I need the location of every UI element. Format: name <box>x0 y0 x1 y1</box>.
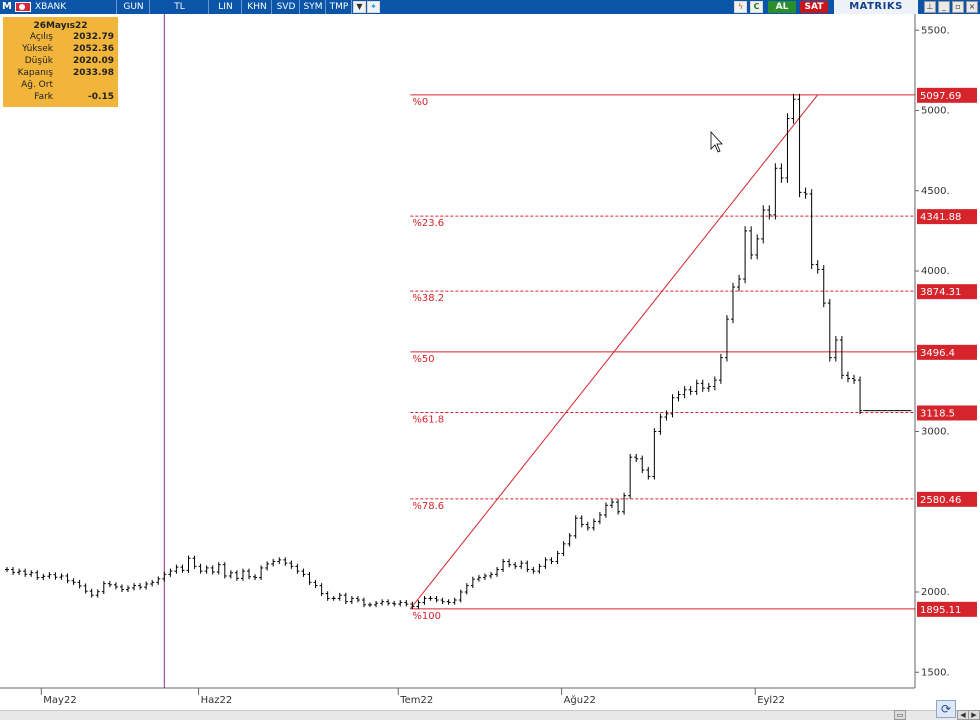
triangle-down-icon[interactable]: ▼ <box>353 1 366 13</box>
info-row-change: Fark -0.15 <box>3 92 118 104</box>
fib-value-box <box>917 209 977 225</box>
currency-button[interactable]: TL <box>151 0 209 14</box>
y-tick-label: 4500. <box>921 186 950 197</box>
info-label: Açılış <box>29 32 53 42</box>
fib-level-label: %50 <box>412 354 434 365</box>
info-label: Düşük <box>24 56 53 66</box>
fib-value-box <box>917 87 977 103</box>
scroll-right-icon[interactable]: ▶ <box>968 710 980 720</box>
minimize-icon[interactable]: _ <box>938 1 950 13</box>
fib-value-label: 1895.11 <box>920 605 961 616</box>
fib-level-label: %23.6 <box>412 218 444 229</box>
horizontal-scrollbar[interactable] <box>0 710 980 720</box>
info-value: 2032.79 <box>73 32 114 42</box>
fib-level-label: %61.8 <box>412 414 444 425</box>
fib-value-box <box>917 344 977 360</box>
lightning-icon[interactable]: ϟ <box>734 1 747 13</box>
fib-value-label: 2580.46 <box>920 495 961 506</box>
buy-button[interactable]: AL <box>768 1 796 13</box>
x-tick-label: Ağu22 <box>564 694 596 706</box>
fib-value-box <box>917 405 977 421</box>
info-date: 26Mayıs22 <box>33 21 88 31</box>
fib-value-label: 5097.69 <box>920 91 961 102</box>
info-row-high: Yüksek 2052.36 <box>3 44 118 56</box>
close-icon[interactable]: × <box>966 1 978 13</box>
sell-button[interactable]: SAT <box>800 1 828 13</box>
fib-value-label: 3874.31 <box>920 287 961 298</box>
turkey-flag-icon <box>15 2 31 12</box>
brand-logo: MATRIKS <box>834 0 918 14</box>
y-tick-label: 2000. <box>921 587 950 598</box>
fib-level-label: %100 <box>412 611 441 622</box>
info-value: -0.15 <box>88 92 114 102</box>
mouse-cursor-icon <box>710 130 723 153</box>
fib-value-box <box>917 284 977 300</box>
scale-button[interactable]: LIN <box>210 0 242 14</box>
fib-level-label: %78.6 <box>412 501 444 512</box>
fib-level-label: %38.2 <box>412 293 444 304</box>
info-value: 2052.36 <box>73 44 114 54</box>
scroll-handle[interactable]: ▭ <box>894 710 906 720</box>
info-box: 26Mayıs22 Açılış 2032.79 Yüksek 2052.36 … <box>3 17 118 107</box>
fib-value-box <box>917 491 977 507</box>
period-button[interactable]: GUN <box>118 0 150 14</box>
toolbar: M XBANK GUN TL LIN KHN SVD SYM TMP ▼ ✦ ϟ… <box>0 0 980 14</box>
y-tick-label: 5500. <box>921 25 950 36</box>
x-tick-label: Tem22 <box>399 695 433 706</box>
info-value: 2020.09 <box>73 56 114 66</box>
svd-button[interactable]: SVD <box>273 0 300 14</box>
y-tick-label: 1500. <box>921 667 950 678</box>
tmp-button[interactable]: TMP <box>327 0 352 14</box>
fib-value-label: 4341.88 <box>920 212 961 223</box>
refresh-icon[interactable]: ⟳ <box>936 700 956 718</box>
fib-trend-line <box>409 94 819 610</box>
x-tick-label: May22 <box>43 695 76 706</box>
y-tick-label: 3000. <box>921 427 950 438</box>
symbol-field[interactable]: XBANK <box>33 0 117 14</box>
c-icon[interactable]: C <box>750 1 763 13</box>
app-logo[interactable]: M <box>2 1 12 12</box>
maximize-icon[interactable]: ▫ <box>952 1 964 13</box>
fib-value-label: 3496.4 <box>920 348 955 359</box>
info-value: 2033.98 <box>73 68 114 78</box>
y-tick-label: 4000. <box>921 266 950 277</box>
info-row-close: Kapanış 2033.98 <box>3 68 118 80</box>
fib-value-box <box>917 601 977 617</box>
info-label: Fark <box>34 92 53 102</box>
pin-icon[interactable]: ⊥ <box>924 1 936 13</box>
info-label: Yüksek <box>22 44 53 54</box>
twitter-icon[interactable]: ✦ <box>367 1 380 13</box>
price-chart[interactable]: 1500.2000.3000.3500.4000.4500.5000.5500.… <box>0 14 980 710</box>
x-tick-label: Haz22 <box>201 695 233 706</box>
info-row-open: Açılış 2032.79 <box>3 32 118 44</box>
khn-button[interactable]: KHN <box>243 0 272 14</box>
fib-value-label: 3118.5 <box>920 408 955 419</box>
info-row-wavg: Ağ. Ort <box>3 80 118 92</box>
info-row-low: Düşük 2020.09 <box>3 56 118 68</box>
x-tick-label: Eyl22 <box>757 695 785 706</box>
info-label: Ağ. Ort <box>21 80 53 90</box>
sym-button[interactable]: SYM <box>301 0 326 14</box>
info-label: Kapanış <box>17 68 53 78</box>
fib-level-label: %0 <box>412 97 428 108</box>
y-tick-label: 5000. <box>921 106 950 117</box>
